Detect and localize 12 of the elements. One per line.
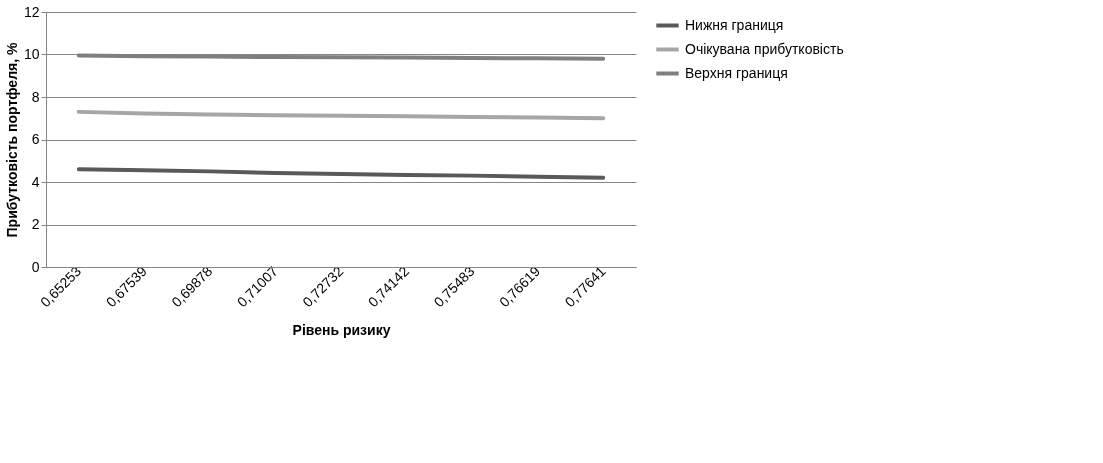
legend-label: Верхня границя <box>685 64 788 81</box>
y-axis-title: Прибутковість портфеля, % <box>3 42 20 238</box>
y-tick-label: 4 <box>31 173 40 190</box>
y-tick-label: 12 <box>23 3 40 20</box>
x-axis-title: Рівень ризику <box>292 322 391 339</box>
legend-label: Очікувана прибутковість <box>685 40 844 57</box>
legend-label: Нижня границя <box>685 16 784 33</box>
y-tick-label: 2 <box>31 216 40 232</box>
y-tick-label: 6 <box>31 131 40 147</box>
y-tick-label: 0 <box>31 258 40 275</box>
y-tick-label: 10 <box>23 46 40 62</box>
y-tick-label: 8 <box>31 88 40 105</box>
